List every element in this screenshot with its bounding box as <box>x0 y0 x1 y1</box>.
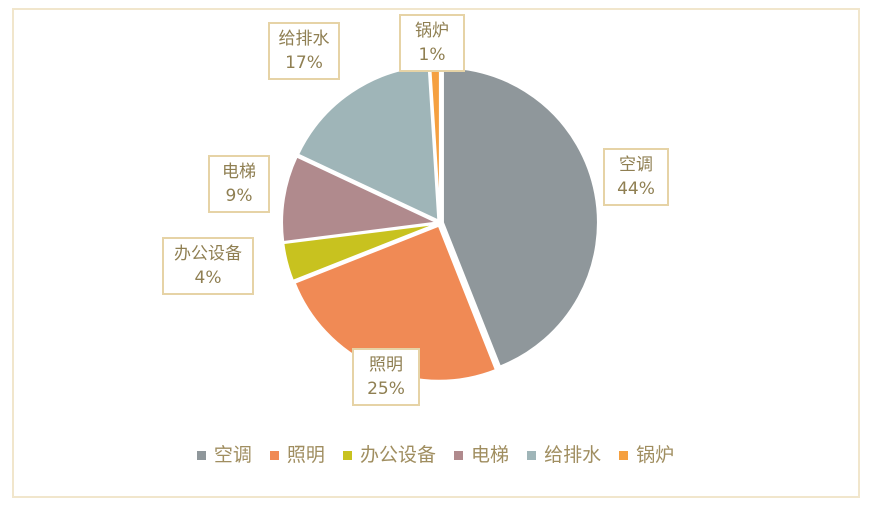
data-label-value: 4% <box>194 268 222 288</box>
legend-swatch <box>619 451 629 460</box>
data-label-name: 给排水 <box>278 29 330 49</box>
data-label-name: 办公设备 <box>174 244 242 264</box>
legend-label: 照明 <box>286 444 325 466</box>
data-label-3: 电梯 9% <box>208 155 270 213</box>
pie-slice-0 <box>441 66 599 368</box>
legend-label: 锅炉 <box>636 444 675 466</box>
pie-slice-3 <box>281 155 441 244</box>
data-label-name: 锅炉 <box>415 21 449 41</box>
data-label-name: 电梯 <box>222 162 256 182</box>
legend-item[interactable]: 电梯 <box>454 440 509 467</box>
data-label-value: 9% <box>225 186 253 206</box>
data-label-5: 锅炉 1% <box>399 14 465 72</box>
data-label-value: 44% <box>617 179 655 199</box>
legend-swatch <box>342 451 352 460</box>
data-label-name: 空调 <box>619 155 653 175</box>
data-label-0: 空调 44% <box>603 148 669 206</box>
legend-item[interactable]: 空调 <box>196 440 252 467</box>
pie-slice-2 <box>282 222 438 283</box>
data-label-value: 17% <box>285 53 323 73</box>
data-label-2: 办公设备 4% <box>162 237 254 295</box>
data-label-1: 照明 25% <box>352 348 420 406</box>
legend-swatch <box>196 451 206 460</box>
data-label-value: 25% <box>367 379 405 399</box>
legend: 空调 照明 办公设备 电梯 给排水 锅炉 <box>0 440 871 467</box>
legend-item[interactable]: 办公设备 <box>342 440 436 467</box>
legend-swatch <box>454 451 464 460</box>
legend-label: 办公设备 <box>359 444 436 466</box>
data-label-4: 给排水 17% <box>268 22 340 80</box>
legend-item[interactable]: 给排水 <box>527 440 601 467</box>
legend-label: 电梯 <box>471 444 510 466</box>
legend-label: 给排水 <box>544 444 602 466</box>
legend-label: 空调 <box>213 444 252 466</box>
legend-item[interactable]: 锅炉 <box>619 440 674 467</box>
chart-frame <box>12 8 860 498</box>
legend-item[interactable]: 照明 <box>269 440 325 467</box>
data-label-name: 照明 <box>369 355 403 375</box>
legend-swatch <box>527 451 537 460</box>
data-label-value: 1% <box>418 45 446 65</box>
legend-swatch <box>269 451 279 460</box>
